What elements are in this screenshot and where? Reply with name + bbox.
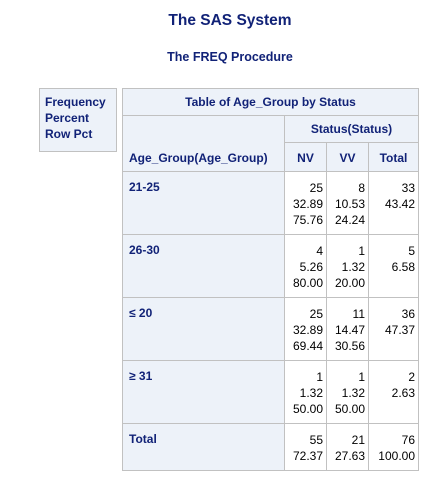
row-header-label: Age_Group(Age_Group) [122, 115, 285, 172]
row-label: 26-30 [122, 234, 285, 298]
frequency-value: 76 [401, 433, 415, 447]
frequency-value: 1 [358, 370, 365, 384]
frequency-value: 4 [316, 244, 323, 258]
cell-total: 36 47.37 [368, 297, 419, 361]
frequency-value: 36 [401, 307, 415, 321]
cell-vv: 11 14.47 30.56 [326, 297, 369, 361]
percent-value: 32.89 [292, 197, 323, 211]
row-pct-value: 30.56 [334, 339, 365, 353]
table-title: Table of Age_Group by Status [122, 88, 419, 116]
legend-frequency: Frequency [45, 95, 106, 109]
frequency-value: 33 [401, 181, 415, 195]
row-pct-value: 75.76 [292, 213, 323, 227]
row-pct-value: 50.00 [334, 402, 365, 416]
cell-nv: 1 1.32 50.00 [284, 360, 327, 424]
cell-vv: 8 10.53 24.24 [326, 171, 369, 235]
column-header-vv: VV [326, 142, 369, 172]
frequency-value: 25 [309, 307, 323, 321]
table-row: 26-30 4 5.26 80.00 1 1.32 20.00 5 6.58 [122, 234, 419, 298]
percent-value: 5.26 [299, 260, 323, 274]
cell-vv: 1 1.32 20.00 [326, 234, 369, 298]
frequency-value: 21 [351, 433, 365, 447]
percent-value: 27.63 [334, 449, 365, 463]
table-row: 21-25 25 32.89 75.76 8 10.53 24.24 33 43… [122, 171, 419, 235]
percent-value: 14.47 [334, 323, 365, 337]
percent-value: 1.32 [299, 386, 323, 400]
cell-nv: 4 5.26 80.00 [284, 234, 327, 298]
legend-row-pct: Row Pct [45, 127, 93, 141]
row-pct-value: 24.24 [334, 213, 365, 227]
row-label: 21-25 [122, 171, 285, 235]
table-row-total: Total 55 72.37 21 27.63 76 100.00 [122, 423, 419, 471]
frequency-value: 5 [408, 244, 415, 258]
frequency-value: 8 [358, 181, 365, 195]
cell-nv: 55 72.37 [284, 423, 327, 471]
cell-total: 2 2.63 [368, 360, 419, 424]
row-pct-value: 20.00 [334, 276, 365, 290]
percent-value: 2.63 [391, 386, 415, 400]
percent-value: 100.00 [378, 449, 415, 463]
percent-value: 32.89 [292, 323, 323, 337]
percent-value: 6.58 [391, 260, 415, 274]
cell-total: 5 6.58 [368, 234, 419, 298]
statistics-legend: Frequency Percent Row Pct [39, 88, 117, 152]
cell-nv: 25 32.89 75.76 [284, 171, 327, 235]
row-pct-value: 69.44 [292, 339, 323, 353]
row-label: ≥ 31 [122, 360, 285, 424]
cell-vv: 1 1.32 50.00 [326, 360, 369, 424]
cell-total: 76 100.00 [368, 423, 419, 471]
percent-value: 72.37 [292, 449, 323, 463]
procedure-title: The FREQ Procedure [167, 50, 293, 64]
column-header-nv: NV [284, 142, 327, 172]
column-group-label: Status(Status) [284, 115, 419, 143]
table-row: ≤ 20 25 32.89 69.44 11 14.47 30.56 36 47… [122, 297, 419, 361]
frequency-value: 2 [408, 370, 415, 384]
table-row: ≥ 31 1 1.32 50.00 1 1.32 50.00 2 2.63 [122, 360, 419, 424]
frequency-value: 1 [358, 244, 365, 258]
frequency-value: 55 [309, 433, 323, 447]
crosstab-table: Table of Age_Group by Status Age_Group(A… [122, 88, 419, 471]
row-label: ≤ 20 [122, 297, 285, 361]
row-label: Total [122, 423, 285, 471]
frequency-value: 1 [316, 370, 323, 384]
percent-value: 1.32 [341, 386, 365, 400]
percent-value: 1.32 [341, 260, 365, 274]
cell-nv: 25 32.89 69.44 [284, 297, 327, 361]
row-pct-value: 50.00 [292, 402, 323, 416]
percent-value: 10.53 [334, 197, 365, 211]
column-header-total: Total [368, 142, 419, 172]
percent-value: 47.37 [384, 323, 415, 337]
row-pct-value: 80.00 [292, 276, 323, 290]
legend-percent: Percent [45, 111, 90, 125]
percent-value: 43.42 [384, 197, 415, 211]
cell-vv: 21 27.63 [326, 423, 369, 471]
cell-total: 33 43.42 [368, 171, 419, 235]
frequency-value: 25 [309, 181, 323, 195]
frequency-value: 11 [352, 307, 365, 321]
system-title: The SAS System [168, 12, 292, 29]
